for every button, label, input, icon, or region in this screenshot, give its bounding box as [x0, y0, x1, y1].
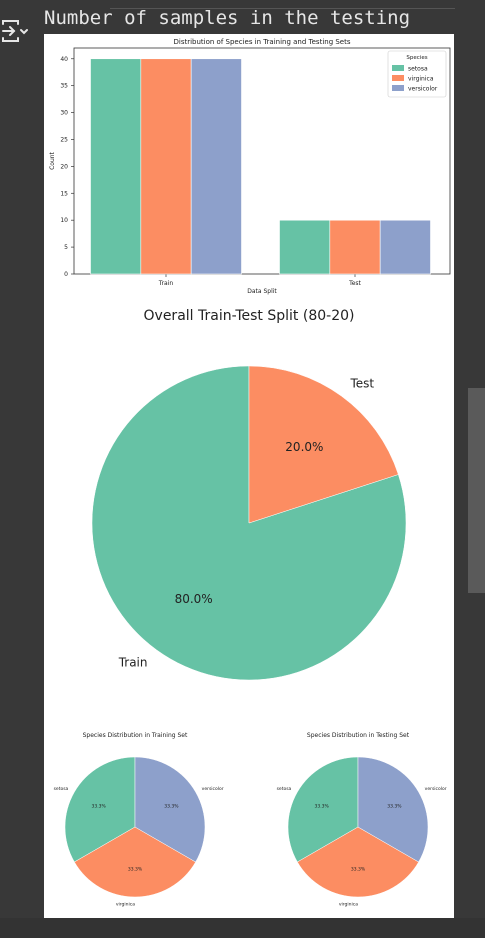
- x-tick-label-test: Test: [348, 280, 361, 287]
- y-tick-label: 10: [60, 217, 68, 224]
- bar-test-setosa: [279, 219, 331, 275]
- test-species-pie-label-virginica: virginica: [339, 902, 358, 908]
- test-species-pie-label-setosa: setosa: [277, 786, 292, 792]
- train-species-pie-pct-versicolor: 33.3%: [164, 804, 179, 810]
- legend-swatch-setosa: [392, 65, 404, 71]
- legend-label-setosa: setosa: [408, 66, 428, 73]
- y-tick-label: 20: [60, 163, 68, 170]
- train-species-pie-slice-virginica: [74, 826, 196, 898]
- output-scrollbar[interactable]: [468, 388, 485, 593]
- split-pie-pct-test: 20.0%: [285, 440, 323, 454]
- legend-swatch-virginica: [392, 75, 404, 81]
- y-tick-label: 15: [60, 190, 68, 197]
- split-pie-title: Overall Train-Test Split (80-20): [144, 308, 355, 324]
- train-species-pie-title: Species Distribution in Training Set: [83, 732, 188, 739]
- split-pie-slice-train: [91, 365, 407, 681]
- y-tick-label: 5: [64, 244, 68, 251]
- test-species-pie-title: Species Distribution in Testing Set: [307, 732, 410, 739]
- cell-divider: [110, 8, 455, 9]
- y-tick-label: 30: [60, 110, 68, 117]
- train-species-pie-slice-setosa: [64, 756, 136, 863]
- train-species-pie-pct-setosa: 33.3%: [91, 804, 106, 810]
- split-pie-pct-train: 80.0%: [175, 592, 213, 606]
- legend-label-virginica: virginica: [408, 76, 434, 83]
- test-species-pie-slice-setosa: [287, 756, 359, 863]
- y-axis-label: Count: [49, 151, 56, 169]
- train-species-pie-pct-virginica: 33.3%: [128, 867, 143, 873]
- y-tick-label: 0: [64, 271, 68, 278]
- split-pie-label-train: Train: [118, 656, 148, 670]
- x-tick-label-train: Train: [158, 280, 174, 287]
- bar-train-setosa: [90, 58, 142, 275]
- test-species-pie-label-versicolor: versicolor: [425, 786, 447, 792]
- y-tick-label: 25: [60, 136, 68, 143]
- legend-swatch-versicolor: [392, 85, 404, 91]
- x-axis-label: Data Split: [247, 288, 277, 295]
- train-species-pie-label-virginica: virginica: [116, 902, 135, 908]
- test-species-pie-slice-versicolor: [357, 756, 429, 863]
- bar-chart-frame: [73, 47, 451, 275]
- test-species-pie-pct-versicolor: 33.3%: [387, 804, 402, 810]
- figure-canvas: Distribution of Species in Training and …: [44, 34, 454, 918]
- cell-footer: [0, 918, 485, 938]
- bar-chart-title: Distribution of Species in Training and …: [173, 38, 350, 46]
- bar-test-versicolor: [379, 219, 431, 275]
- test-species-pie-pct-virginica: 33.3%: [351, 867, 366, 873]
- bar-train-virginica: [140, 58, 192, 275]
- bar-train-versicolor: [190, 58, 242, 275]
- bar-test-virginica: [329, 219, 381, 275]
- y-tick-label: 40: [60, 56, 68, 63]
- legend-title: Species: [406, 55, 427, 61]
- y-tick-label: 35: [60, 83, 68, 90]
- train-species-pie-label-versicolor: versicolor: [202, 786, 224, 792]
- legend-label-versicolor: versicolor: [408, 86, 438, 93]
- split-pie-label-test: Test: [350, 376, 375, 390]
- output-text: Number of samples in the testing: [44, 7, 411, 29]
- output-toggle-icon[interactable]: [0, 18, 30, 44]
- train-species-pie-slice-versicolor: [134, 756, 206, 863]
- figure-svg: Distribution of Species in Training and …: [49, 38, 451, 908]
- test-species-pie-pct-setosa: 33.3%: [314, 804, 329, 810]
- split-pie-slice-test: [248, 365, 399, 524]
- train-species-pie-label-setosa: setosa: [54, 786, 69, 792]
